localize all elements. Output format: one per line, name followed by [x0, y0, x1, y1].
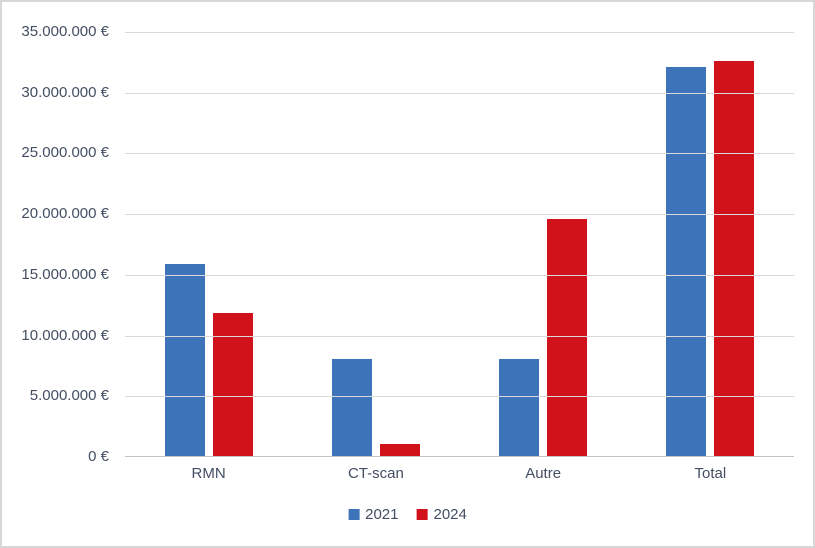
bar-2021-total — [666, 67, 707, 457]
y-axis-tick-label: 20.000.000 € — [21, 205, 109, 223]
legend-item-2021: 2021 — [348, 506, 399, 523]
bar-2024-rmn — [212, 312, 253, 457]
bar-groups — [125, 32, 794, 457]
y-axis: 0 € 5.000.000 € 10.000.000 € 15.000.000 € 20… — [2, 2, 109, 546]
y-axis-tick-label: 0 € — [88, 448, 109, 465]
bar-2021-ct-scan — [331, 358, 372, 457]
bar-2024-autre — [547, 219, 588, 457]
bar-2021-autre — [499, 358, 540, 457]
y-axis-tick-label: 5.000.000 € — [29, 387, 109, 405]
bar-group-rmn — [125, 32, 292, 457]
gridline — [125, 214, 794, 216]
gridline — [125, 396, 794, 398]
gridline — [125, 32, 794, 33]
legend-label: 2021 — [365, 506, 399, 523]
bar-group-ct-scan — [292, 32, 459, 457]
legend-item-2024: 2024 — [416, 506, 467, 523]
bar-2021-rmn — [164, 263, 205, 457]
gridline — [125, 153, 794, 155]
x-axis-line — [125, 456, 794, 457]
legend: 2021 2024 — [348, 507, 467, 522]
plot-area — [125, 32, 794, 457]
legend-swatch-2021 — [348, 509, 360, 520]
x-axis-category-label: Total — [694, 465, 727, 482]
gridline — [125, 274, 794, 276]
y-axis-tick-label: 15.000.000 € — [21, 265, 109, 283]
y-axis-tick-label: 25.000.000 € — [21, 144, 109, 162]
y-axis-tick-label: 10.000.000 € — [21, 326, 109, 344]
x-axis-category-label: CT-scan — [347, 465, 404, 482]
x-axis-category-label: RMN — [191, 465, 226, 482]
gridline — [125, 92, 794, 94]
bar-2024-total — [714, 61, 755, 457]
bar-group-total — [627, 32, 794, 457]
bar-2024-ct-scan — [379, 443, 420, 457]
y-axis-tick-label: 35.000.000 € — [21, 23, 109, 40]
legend-swatch-2024 — [416, 509, 428, 520]
x-axis: RMN CT-scan Autre Total — [125, 465, 794, 482]
x-axis-category-label: Autre — [525, 465, 562, 482]
gridline — [125, 335, 794, 337]
bar-group-autre — [460, 32, 627, 457]
y-axis-tick-label: 30.000.000 € — [21, 83, 109, 101]
legend-label: 2024 — [433, 506, 467, 523]
